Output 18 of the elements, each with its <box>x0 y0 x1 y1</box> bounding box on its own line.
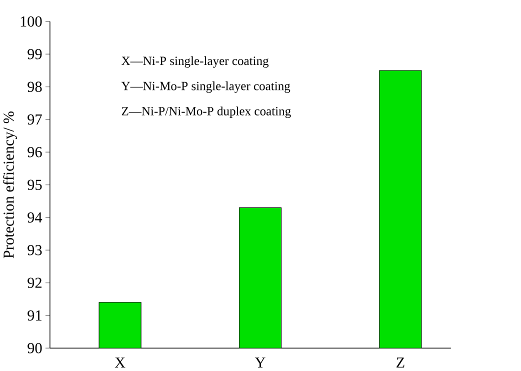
y-tick-label: 93 <box>28 245 42 256</box>
y-tick-label: 97 <box>28 114 42 125</box>
y-tick-label: 94 <box>28 212 42 223</box>
y-tick-label: 92 <box>28 278 42 288</box>
y-tick-label: 91 <box>28 310 42 321</box>
y-tick-label: 98 <box>28 82 42 92</box>
y-tick-label: 95 <box>28 180 42 190</box>
annotation: Y—Ni-Mo-P single-layer coating <box>121 82 290 94</box>
x-tick-label: Y <box>254 358 266 368</box>
y-axis-title: Protection efficiency/ % <box>2 112 17 258</box>
y-tick-label: 100 <box>20 16 42 27</box>
x-tick-label: X <box>114 358 126 368</box>
annotation: Z—Ni-P/Ni-Mo-P duplex coating <box>122 106 291 118</box>
x-tick-label: Z <box>396 358 404 368</box>
y-tick-label: 90 <box>28 343 42 354</box>
y-tick-label: 99 <box>28 49 42 60</box>
annotation: X—Ni-P single-layer coating <box>122 56 269 68</box>
y-tick-label: 96 <box>28 147 42 158</box>
